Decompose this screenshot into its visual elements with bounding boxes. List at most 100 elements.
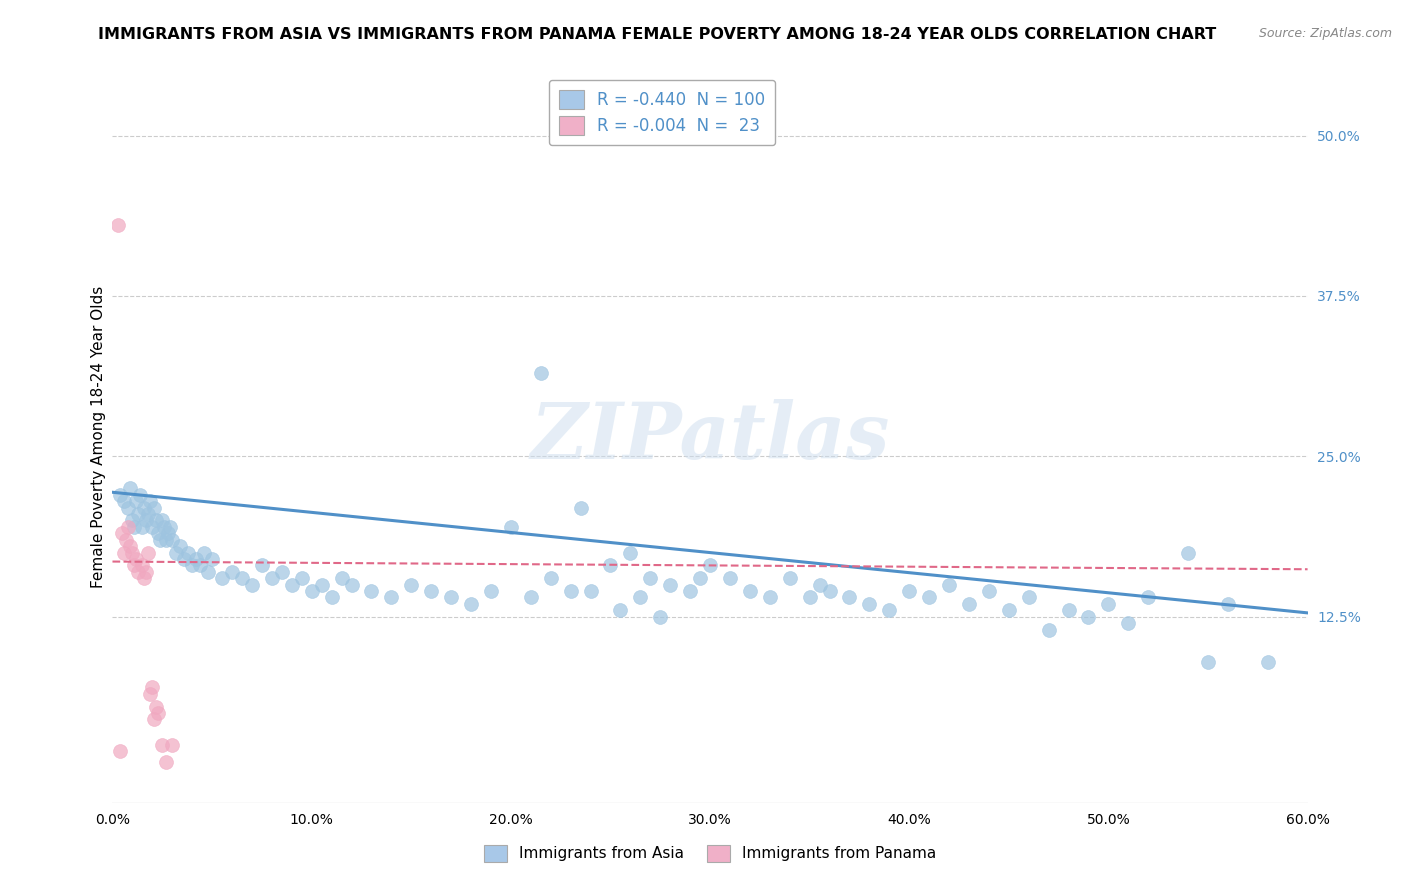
Point [169,539,191,553]
Point [143,500,166,515]
Point [1097,597,1119,611]
Point [135,514,157,528]
Point [124,558,146,573]
Point [165,545,187,559]
Point [1038,623,1060,637]
Point [838,591,860,605]
Point [155,533,177,547]
Point [679,584,702,599]
Point [114,494,135,508]
Point [659,577,682,591]
Point [134,500,156,515]
Point [360,584,382,599]
Point [240,577,263,591]
Point [569,500,592,515]
Point [759,591,782,605]
Point [520,591,543,605]
Point [1018,591,1040,605]
Point [499,520,522,534]
Point [134,571,156,585]
Point [117,500,139,515]
Point [162,738,183,752]
Point [157,526,180,541]
Point [330,571,353,585]
Point [148,706,170,720]
Point [127,507,149,521]
Legend: Immigrants from Asia, Immigrants from Panama: Immigrants from Asia, Immigrants from Pa… [478,838,942,868]
Point [150,514,173,528]
Point [221,565,243,579]
Point [998,603,1021,617]
Point [281,577,304,591]
Point [120,482,142,496]
Point [1057,603,1080,617]
Text: IMMIGRANTS FROM ASIA VS IMMIGRANTS FROM PANAMA FEMALE POVERTY AMONG 18-24 YEAR O: IMMIGRANTS FROM ASIA VS IMMIGRANTS FROM … [98,27,1216,42]
Point [211,571,233,585]
Point [560,584,582,599]
Point [321,591,343,605]
Point [138,545,160,559]
Point [738,584,761,599]
Point [799,591,821,605]
Point [135,565,157,579]
Point [150,738,173,752]
Point [110,488,132,502]
Point [197,565,219,579]
Point [177,545,200,559]
Point [181,558,204,573]
Point [301,584,323,599]
Point [420,584,443,599]
Point [131,558,153,573]
Point [143,712,166,726]
Point [938,577,960,591]
Point [124,520,146,534]
Point [141,520,163,534]
Point [110,744,132,758]
Point [117,520,139,534]
Point [440,591,463,605]
Point [779,571,801,585]
Point [1077,609,1099,624]
Point [1216,597,1239,611]
Point [460,597,482,611]
Point [1137,591,1160,605]
Point [311,577,333,591]
Point [640,571,662,585]
Point [139,687,162,701]
Point [149,533,172,547]
Text: ZIPatlas: ZIPatlas [530,399,890,475]
Point [250,558,273,573]
Point [115,533,138,547]
Point [340,577,363,591]
Point [120,539,142,553]
Point [977,584,1000,599]
Point [609,603,631,617]
Point [879,603,901,617]
Point [619,545,641,559]
Point [125,494,148,508]
Point [1177,545,1199,559]
Point [121,545,143,559]
Point [818,584,841,599]
Point [628,591,651,605]
Point [153,520,176,534]
Y-axis label: Female Poverty Among 18-24 Year Olds: Female Poverty Among 18-24 Year Olds [90,286,105,588]
Point [718,571,741,585]
Point [148,526,170,541]
Point [479,584,502,599]
Point [270,565,292,579]
Point [689,571,711,585]
Point [138,507,160,521]
Text: Source: ZipAtlas.com: Source: ZipAtlas.com [1258,27,1392,40]
Point [808,577,831,591]
Point [260,571,283,585]
Point [186,552,208,566]
Point [201,552,224,566]
Point [579,584,602,599]
Point [401,577,423,591]
Point [139,494,162,508]
Point [540,571,562,585]
Point [291,571,314,585]
Point [107,219,129,233]
Point [114,545,135,559]
